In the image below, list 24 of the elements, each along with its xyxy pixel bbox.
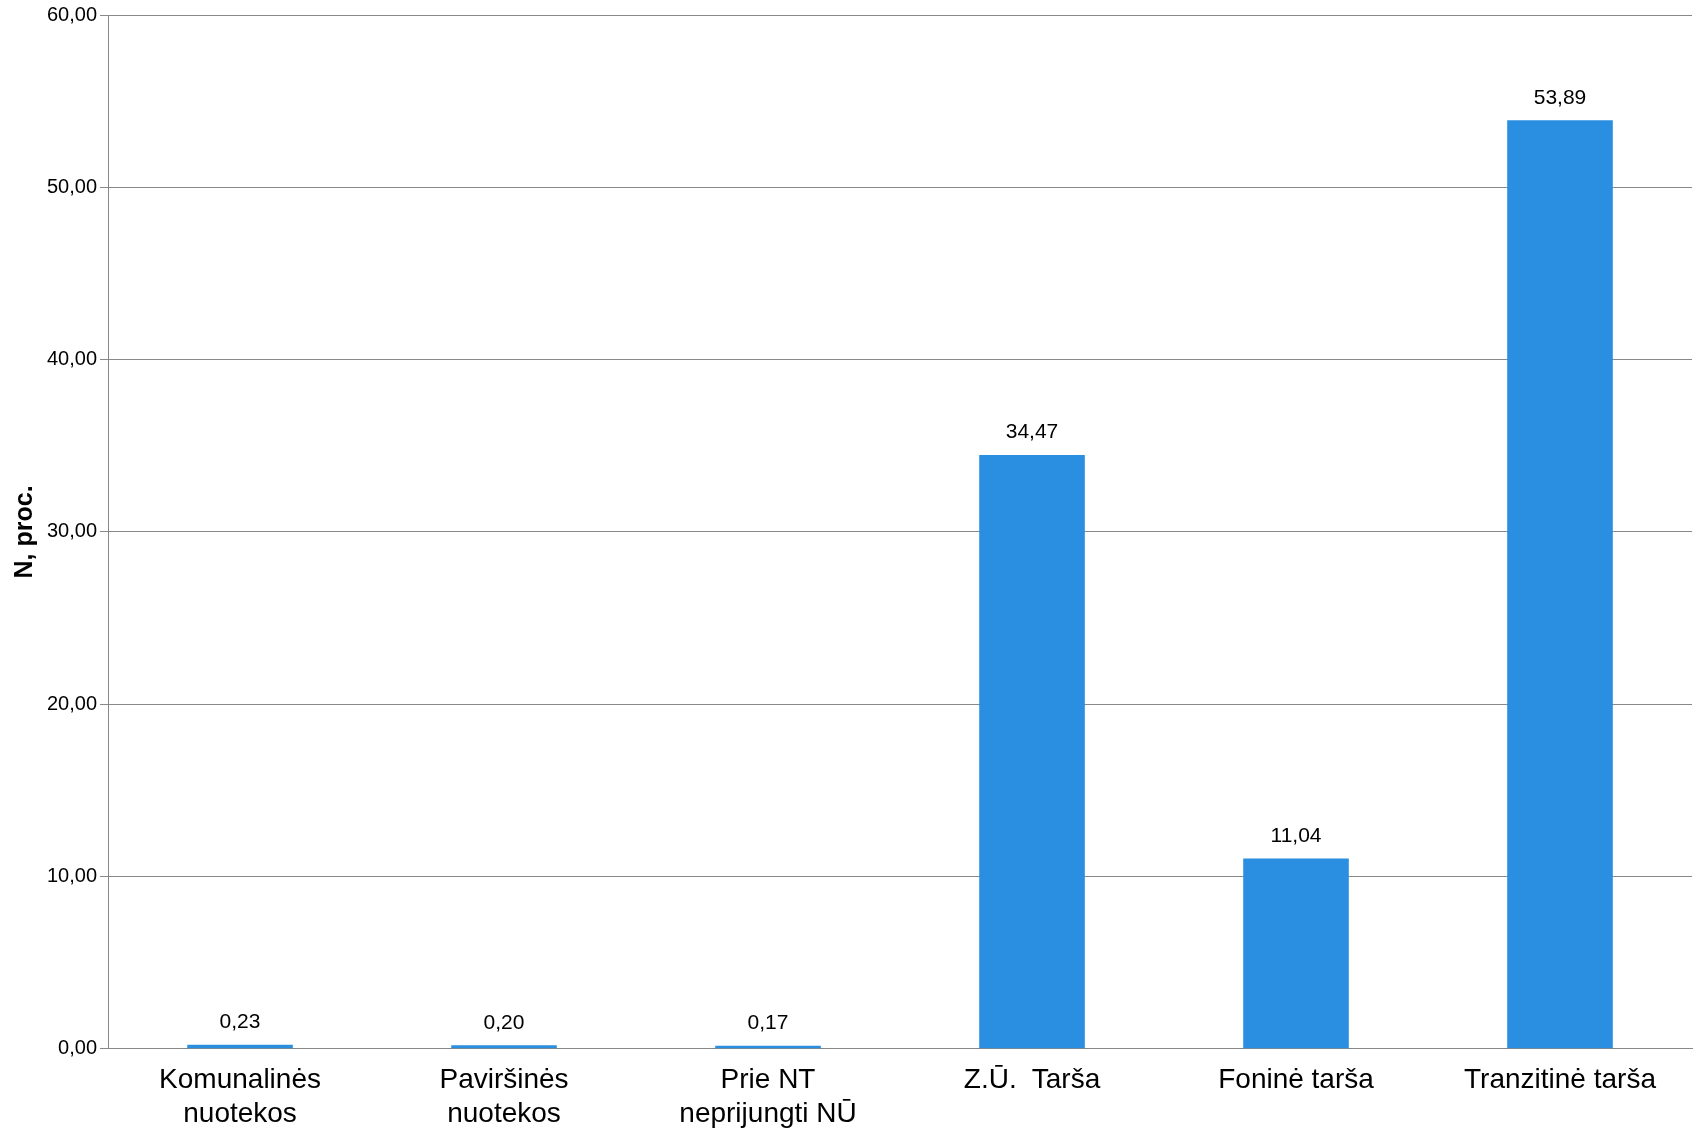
x-tick-label: Foninė tarša [1218, 1063, 1375, 1095]
x-tick-label: Komunalinės nuotekos [159, 1063, 321, 1128]
x-tick-label: Tranzitinė tarša [1464, 1063, 1657, 1095]
x-tick-label: Prie NT neprijungti NŪ [679, 1063, 857, 1128]
data-label: 0,17 [747, 1010, 789, 1034]
data-label: 0,23 [219, 1009, 261, 1033]
y-tick-label: 10,00 [46, 864, 98, 887]
y-tick-label: 50,00 [46, 174, 98, 197]
data-label: 11,04 [1270, 822, 1322, 846]
bar [1243, 858, 1349, 1049]
y-tick-label: 60,00 [46, 2, 98, 25]
y-tick-label: 0,00 [58, 1036, 98, 1059]
data-label: 34,47 [1005, 419, 1059, 443]
y-axis-title: N, proc. [8, 485, 37, 579]
x-tick-label: Paviršinės nuotekos [439, 1063, 569, 1128]
bar [1507, 120, 1613, 1049]
data-label: 0,20 [483, 1009, 525, 1033]
bar [979, 454, 1085, 1049]
y-tick-label: 30,00 [46, 519, 98, 542]
y-tick-label: 40,00 [46, 347, 98, 370]
x-tick-label: Z.Ū. Tarša [963, 1063, 1101, 1095]
data-label: 53,89 [1533, 84, 1587, 108]
bar [451, 1045, 557, 1049]
y-tick-label: 20,00 [46, 691, 98, 714]
